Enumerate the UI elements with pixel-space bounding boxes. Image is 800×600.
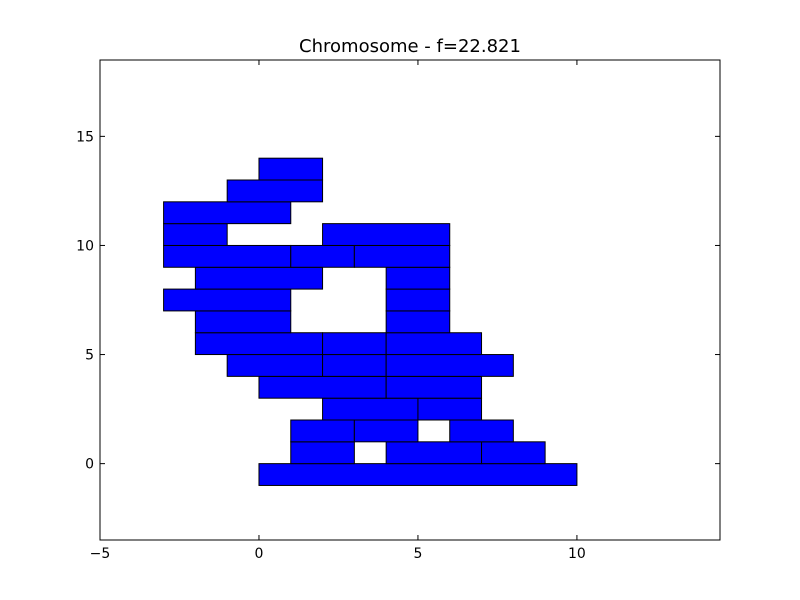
chromosome-rect	[226, 179, 324, 203]
chromosome-rect	[322, 223, 451, 246]
chromosome-rect	[163, 201, 292, 225]
x-tick-label: 10	[568, 546, 586, 562]
chromosome-rect	[385, 288, 451, 312]
chromosome-rect	[385, 266, 451, 290]
chromosome-rect	[194, 332, 324, 356]
rectangles-layer	[163, 157, 578, 486]
ticks-layer: −5 0 5 10 0 5 10 15	[76, 60, 720, 562]
chromosome-rect	[481, 441, 546, 465]
x-tick-label: −5	[90, 546, 111, 562]
plot-area-frame	[99, 59, 721, 541]
chart-title: Chromosome - f=22.821	[299, 36, 521, 57]
chromosome-rect	[226, 354, 324, 377]
chromosome-rect	[353, 244, 451, 268]
y-tick-label: 15	[76, 129, 94, 145]
chromosome-rect	[290, 441, 355, 465]
chromosome-rect	[258, 375, 387, 399]
chromosome-rect	[385, 332, 483, 356]
chromosome-rect	[322, 332, 387, 356]
chromosome-rect	[194, 266, 324, 290]
chromosome-rect	[385, 441, 483, 465]
chromosome-rect	[290, 419, 355, 443]
chromosome-rect	[163, 244, 292, 268]
x-tick-label: 0	[255, 546, 264, 562]
chromosome-rect	[163, 288, 292, 312]
y-tick-label: 10	[76, 238, 94, 254]
y-tick-label: 5	[85, 348, 94, 364]
chromosome-rect	[194, 310, 292, 334]
chromosome-rect	[163, 223, 228, 246]
chromosome-rect	[449, 419, 514, 443]
chromosome-rect	[385, 310, 451, 334]
chromosome-rect	[290, 244, 355, 268]
chromosome-rect	[322, 397, 419, 421]
x-tick-label: 5	[413, 546, 422, 562]
chromosome-rect	[258, 157, 324, 181]
chromosome-rect	[385, 375, 483, 399]
chromosome-rect	[353, 419, 419, 443]
chromosome-rect	[258, 463, 578, 486]
y-tick-label: 0	[85, 457, 94, 473]
chromosome-rect	[417, 397, 483, 421]
chromosome-rect	[322, 354, 387, 377]
chromosome-rect	[385, 354, 514, 377]
